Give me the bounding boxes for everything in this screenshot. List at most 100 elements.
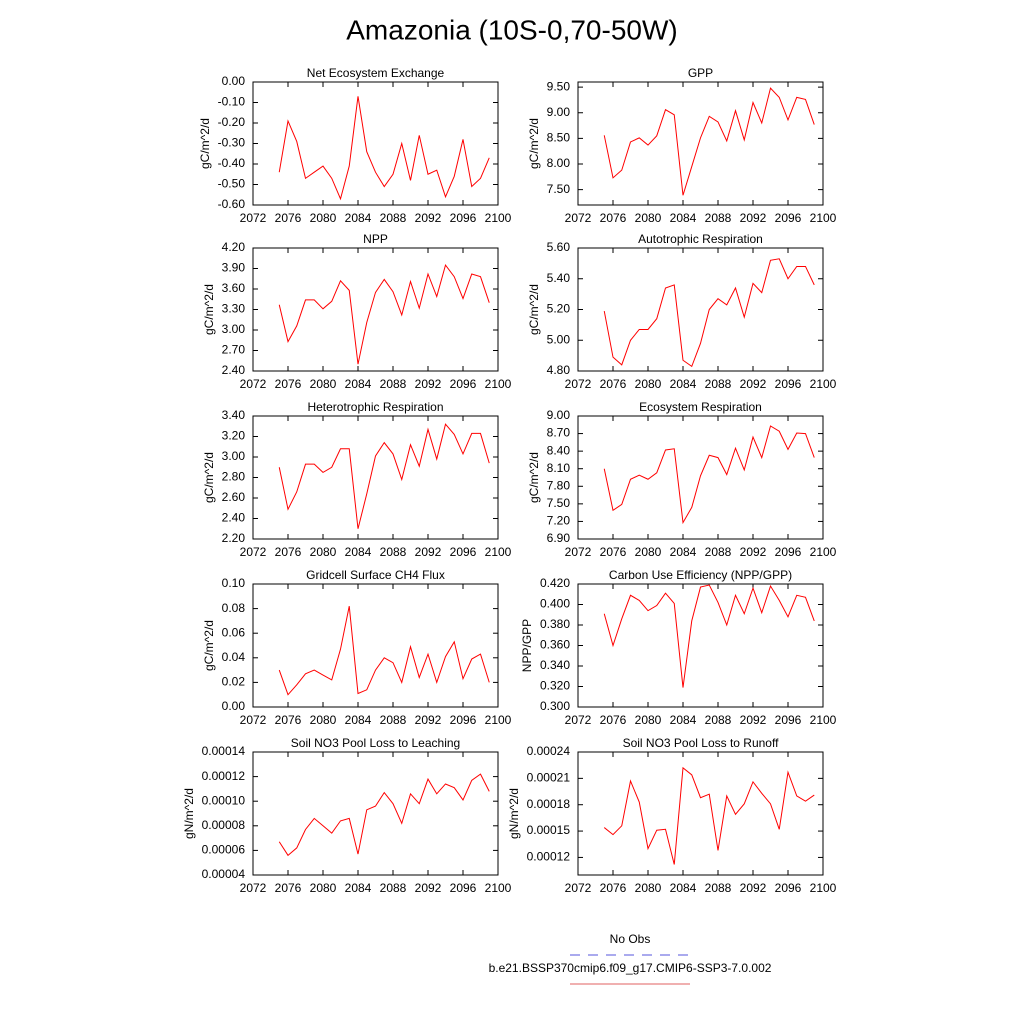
y-tick-label: 5.60 xyxy=(547,240,571,254)
y-tick-label: 0.10 xyxy=(222,576,246,590)
x-tick-label: 2072 xyxy=(565,545,592,559)
y-axis-label: gC/m^2/d xyxy=(527,452,541,503)
panel-title: Heterotrophic Respiration xyxy=(307,400,443,414)
x-tick-label: 2076 xyxy=(275,211,302,225)
y-tick-label: 4.20 xyxy=(222,240,246,254)
plot-frame xyxy=(252,81,499,206)
x-tick-label: 2088 xyxy=(380,377,407,391)
panel-title: Autotrophic Respiration xyxy=(638,232,763,246)
y-tick-label: 0.00012 xyxy=(202,769,246,783)
x-tick-label: 2088 xyxy=(705,211,732,225)
y-tick-label: 0.00024 xyxy=(527,744,571,758)
x-tick-label: 2080 xyxy=(310,211,337,225)
x-tick-label: 2080 xyxy=(635,377,662,391)
y-tick-label: 3.90 xyxy=(222,261,246,275)
x-tick-label: 2092 xyxy=(415,211,442,225)
y-tick-label: 7.20 xyxy=(547,514,571,528)
y-axis-label: gC/m^2/d xyxy=(202,452,216,503)
x-tick-label: 2080 xyxy=(635,713,662,727)
x-tick-label: 2084 xyxy=(670,881,697,895)
x-tick-label: 2100 xyxy=(485,881,512,895)
x-tick-label: 2096 xyxy=(450,545,477,559)
y-tick-label: 7.50 xyxy=(547,182,571,196)
y-tick-label: 0.400 xyxy=(540,597,570,611)
x-tick-label: 2076 xyxy=(275,713,302,727)
y-tick-label: 3.40 xyxy=(222,408,246,422)
x-tick-label: 2076 xyxy=(275,377,302,391)
y-axis-label: NPP/GPP xyxy=(520,619,534,672)
x-tick-label: 2072 xyxy=(240,377,267,391)
y-tick-label: 0.00021 xyxy=(527,771,571,785)
y-tick-label: 7.50 xyxy=(547,496,571,510)
x-tick-label: 2084 xyxy=(345,377,372,391)
y-tick-label: 0.360 xyxy=(540,638,570,652)
plot-frame xyxy=(252,583,499,708)
x-tick-label: 2076 xyxy=(275,545,302,559)
y-tick-label: 0.00014 xyxy=(202,744,246,758)
x-tick-label: 2072 xyxy=(240,881,267,895)
x-tick-label: 2100 xyxy=(810,881,837,895)
x-tick-label: 2100 xyxy=(485,211,512,225)
data-line xyxy=(278,96,490,201)
x-tick-label: 2080 xyxy=(310,377,337,391)
y-tick-label: 5.40 xyxy=(547,271,571,285)
y-tick-label: 0.00006 xyxy=(202,843,246,857)
y-axis-label: gC/m^2/d xyxy=(202,620,216,671)
legend-label: b.e21.BSSP370cmip6.f09_g17.CMIP6-SSP3-7.… xyxy=(489,961,772,975)
data-line xyxy=(603,258,815,368)
y-tick-label: 0.00 xyxy=(222,699,246,713)
y-tick-label: -0.40 xyxy=(218,156,246,170)
x-tick-label: 2080 xyxy=(635,545,662,559)
x-tick-label: 2096 xyxy=(450,377,477,391)
y-tick-label: 7.80 xyxy=(547,478,571,492)
y-tick-label: 0.08 xyxy=(222,601,246,615)
x-tick-label: 2100 xyxy=(810,377,837,391)
y-tick-label: 2.20 xyxy=(222,531,246,545)
x-tick-label: 2096 xyxy=(775,881,802,895)
x-tick-label: 2100 xyxy=(485,545,512,559)
y-tick-label: 0.04 xyxy=(222,650,246,664)
panel-title: Ecosystem Respiration xyxy=(639,400,762,414)
x-tick-label: 2092 xyxy=(415,881,442,895)
x-tick-label: 2088 xyxy=(705,377,732,391)
y-tick-label: 8.70 xyxy=(547,426,571,440)
y-tick-label: 9.50 xyxy=(547,79,571,93)
y-tick-label: 3.00 xyxy=(222,449,246,463)
panel-title: GPP xyxy=(688,66,713,80)
data-line xyxy=(278,606,490,696)
y-tick-label: 0.340 xyxy=(540,658,570,672)
x-tick-label: 2092 xyxy=(740,377,767,391)
x-tick-label: 2080 xyxy=(635,881,662,895)
x-tick-label: 2088 xyxy=(380,881,407,895)
y-tick-label: 0.00004 xyxy=(202,867,246,881)
y-axis-label: gC/m^2/d xyxy=(198,118,212,169)
x-tick-label: 2092 xyxy=(740,211,767,225)
data-line xyxy=(603,584,815,688)
y-tick-label: 0.380 xyxy=(540,617,570,631)
data-line xyxy=(278,773,490,857)
x-tick-label: 2084 xyxy=(670,211,697,225)
x-tick-label: 2096 xyxy=(775,211,802,225)
x-tick-label: 2072 xyxy=(565,881,592,895)
legend-label: No Obs xyxy=(610,932,651,946)
y-tick-label: -0.50 xyxy=(218,177,246,191)
data-line xyxy=(603,766,815,865)
y-tick-label: 2.40 xyxy=(222,363,246,377)
y-tick-label: 8.00 xyxy=(547,156,571,170)
x-tick-label: 2088 xyxy=(380,713,407,727)
x-tick-label: 2096 xyxy=(450,881,477,895)
x-tick-label: 2072 xyxy=(240,713,267,727)
panel-title: NPP xyxy=(363,232,388,246)
y-tick-label: 5.00 xyxy=(547,332,571,346)
y-tick-label: 0.00012 xyxy=(527,850,571,864)
x-tick-label: 2084 xyxy=(345,713,372,727)
y-axis-label: gC/m^2/d xyxy=(527,284,541,335)
y-tick-label: 0.02 xyxy=(222,675,246,689)
plot-frame xyxy=(577,583,824,708)
x-tick-label: 2092 xyxy=(415,545,442,559)
y-tick-label: 3.60 xyxy=(222,281,246,295)
x-tick-label: 2092 xyxy=(740,713,767,727)
x-tick-label: 2100 xyxy=(810,545,837,559)
plot-frame xyxy=(577,415,824,540)
